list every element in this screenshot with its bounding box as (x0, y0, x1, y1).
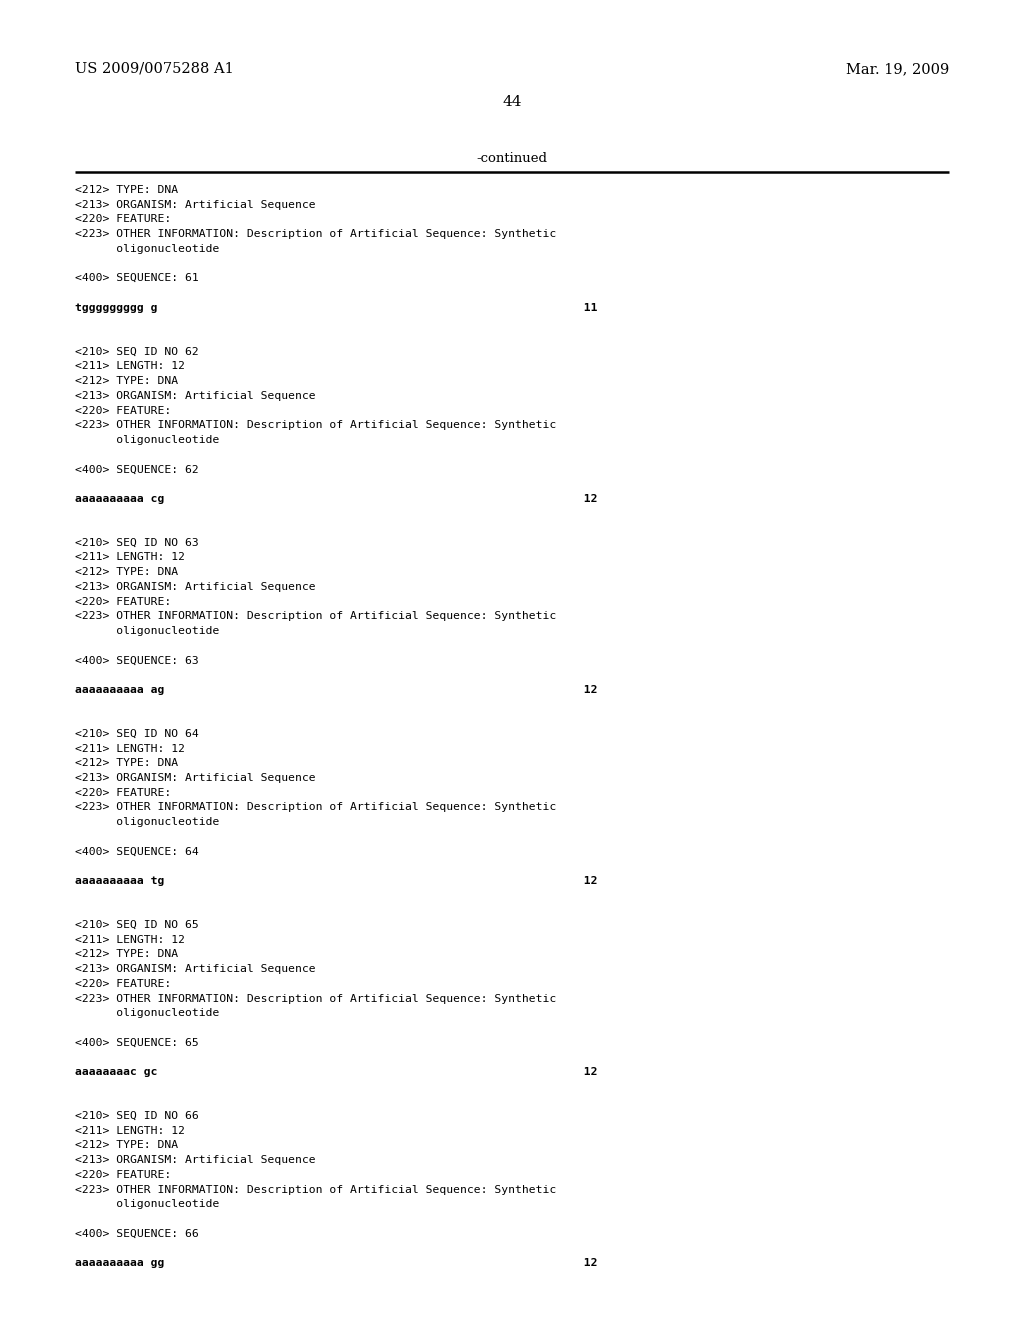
Text: Mar. 19, 2009: Mar. 19, 2009 (846, 62, 949, 77)
Text: oligonucleotide: oligonucleotide (75, 434, 219, 445)
Text: <400> SEQUENCE: 65: <400> SEQUENCE: 65 (75, 1038, 199, 1048)
Text: <400> SEQUENCE: 62: <400> SEQUENCE: 62 (75, 465, 199, 474)
Text: <211> LENGTH: 12: <211> LENGTH: 12 (75, 1126, 184, 1135)
Text: <220> FEATURE:: <220> FEATURE: (75, 1170, 171, 1180)
Text: oligonucleotide: oligonucleotide (75, 626, 219, 636)
Text: <213> ORGANISM: Artificial Sequence: <213> ORGANISM: Artificial Sequence (75, 199, 315, 210)
Text: aaaaaaaaaa gg                                                             12: aaaaaaaaaa gg 12 (75, 1258, 597, 1269)
Text: -continued: -continued (476, 152, 548, 165)
Text: oligonucleotide: oligonucleotide (75, 1200, 219, 1209)
Text: aaaaaaaaaa ag                                                             12: aaaaaaaaaa ag 12 (75, 685, 597, 694)
Text: oligonucleotide: oligonucleotide (75, 244, 219, 253)
Text: <212> TYPE: DNA: <212> TYPE: DNA (75, 185, 178, 195)
Text: <400> SEQUENCE: 63: <400> SEQUENCE: 63 (75, 656, 199, 665)
Text: tggggggggg g                                                              11: tggggggggg g 11 (75, 302, 597, 313)
Text: <223> OTHER INFORMATION: Description of Artificial Sequence: Synthetic: <223> OTHER INFORMATION: Description of … (75, 994, 556, 1003)
Text: <212> TYPE: DNA: <212> TYPE: DNA (75, 568, 178, 577)
Text: <210> SEQ ID NO 62: <210> SEQ ID NO 62 (75, 347, 199, 356)
Text: <223> OTHER INFORMATION: Description of Artificial Sequence: Synthetic: <223> OTHER INFORMATION: Description of … (75, 1184, 556, 1195)
Text: <211> LENGTH: 12: <211> LENGTH: 12 (75, 553, 184, 562)
Text: <213> ORGANISM: Artificial Sequence: <213> ORGANISM: Artificial Sequence (75, 1155, 315, 1166)
Text: <213> ORGANISM: Artificial Sequence: <213> ORGANISM: Artificial Sequence (75, 582, 315, 591)
Text: aaaaaaaac gc                                                              12: aaaaaaaac gc 12 (75, 1067, 597, 1077)
Text: <213> ORGANISM: Artificial Sequence: <213> ORGANISM: Artificial Sequence (75, 391, 315, 401)
Text: <211> LENGTH: 12: <211> LENGTH: 12 (75, 362, 184, 371)
Text: <212> TYPE: DNA: <212> TYPE: DNA (75, 949, 178, 960)
Text: <211> LENGTH: 12: <211> LENGTH: 12 (75, 935, 184, 945)
Text: <220> FEATURE:: <220> FEATURE: (75, 405, 171, 416)
Text: aaaaaaaaaa cg                                                             12: aaaaaaaaaa cg 12 (75, 494, 597, 504)
Text: <400> SEQUENCE: 66: <400> SEQUENCE: 66 (75, 1229, 199, 1238)
Text: <223> OTHER INFORMATION: Description of Artificial Sequence: Synthetic: <223> OTHER INFORMATION: Description of … (75, 420, 556, 430)
Text: <220> FEATURE:: <220> FEATURE: (75, 788, 171, 797)
Text: US 2009/0075288 A1: US 2009/0075288 A1 (75, 62, 233, 77)
Text: <400> SEQUENCE: 61: <400> SEQUENCE: 61 (75, 273, 199, 284)
Text: 44: 44 (502, 95, 522, 110)
Text: <212> TYPE: DNA: <212> TYPE: DNA (75, 376, 178, 385)
Text: <212> TYPE: DNA: <212> TYPE: DNA (75, 1140, 178, 1151)
Text: <212> TYPE: DNA: <212> TYPE: DNA (75, 758, 178, 768)
Text: <210> SEQ ID NO 63: <210> SEQ ID NO 63 (75, 537, 199, 548)
Text: <220> FEATURE:: <220> FEATURE: (75, 597, 171, 607)
Text: <210> SEQ ID NO 64: <210> SEQ ID NO 64 (75, 729, 199, 739)
Text: <211> LENGTH: 12: <211> LENGTH: 12 (75, 743, 184, 754)
Text: <213> ORGANISM: Artificial Sequence: <213> ORGANISM: Artificial Sequence (75, 964, 315, 974)
Text: <400> SEQUENCE: 64: <400> SEQUENCE: 64 (75, 846, 199, 857)
Text: <210> SEQ ID NO 66: <210> SEQ ID NO 66 (75, 1111, 199, 1121)
Text: aaaaaaaaaa tg                                                             12: aaaaaaaaaa tg 12 (75, 876, 597, 886)
Text: <210> SEQ ID NO 65: <210> SEQ ID NO 65 (75, 920, 199, 931)
Text: oligonucleotide: oligonucleotide (75, 1008, 219, 1018)
Text: <223> OTHER INFORMATION: Description of Artificial Sequence: Synthetic: <223> OTHER INFORMATION: Description of … (75, 230, 556, 239)
Text: <223> OTHER INFORMATION: Description of Artificial Sequence: Synthetic: <223> OTHER INFORMATION: Description of … (75, 611, 556, 622)
Text: <220> FEATURE:: <220> FEATURE: (75, 214, 171, 224)
Text: <213> ORGANISM: Artificial Sequence: <213> ORGANISM: Artificial Sequence (75, 774, 315, 783)
Text: <220> FEATURE:: <220> FEATURE: (75, 979, 171, 989)
Text: oligonucleotide: oligonucleotide (75, 817, 219, 828)
Text: <223> OTHER INFORMATION: Description of Artificial Sequence: Synthetic: <223> OTHER INFORMATION: Description of … (75, 803, 556, 812)
